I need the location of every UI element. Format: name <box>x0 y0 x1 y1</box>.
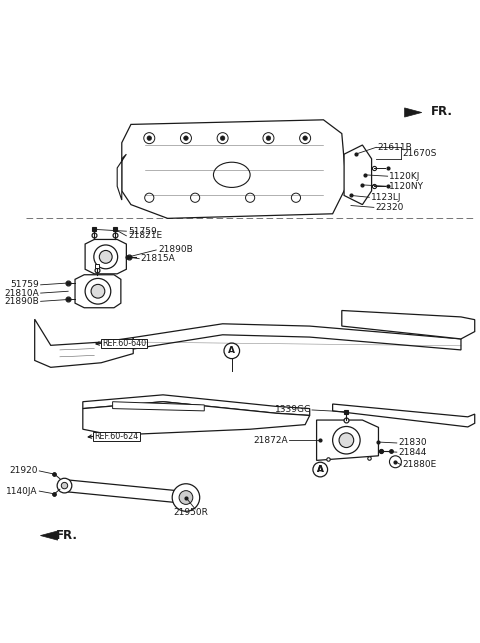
Circle shape <box>246 193 255 203</box>
Polygon shape <box>113 402 204 411</box>
Text: REF.60-640: REF.60-640 <box>102 339 146 348</box>
Polygon shape <box>83 395 310 415</box>
Circle shape <box>94 245 118 269</box>
Circle shape <box>220 136 225 140</box>
Text: A: A <box>317 465 324 474</box>
Text: A: A <box>228 347 235 356</box>
Circle shape <box>144 132 155 143</box>
Polygon shape <box>405 108 422 117</box>
Circle shape <box>263 132 274 143</box>
Polygon shape <box>122 120 347 219</box>
Circle shape <box>313 462 327 477</box>
Text: 1120KJ: 1120KJ <box>389 172 420 181</box>
Polygon shape <box>35 319 133 367</box>
Circle shape <box>266 136 271 140</box>
Circle shape <box>147 136 152 140</box>
Text: 51759: 51759 <box>128 227 157 236</box>
Circle shape <box>224 343 240 359</box>
Text: A: A <box>317 465 324 474</box>
Text: 21872A: 21872A <box>253 436 288 445</box>
Polygon shape <box>83 402 310 435</box>
Circle shape <box>91 284 105 298</box>
Polygon shape <box>344 145 372 204</box>
Text: 21611B: 21611B <box>378 143 412 152</box>
Circle shape <box>179 491 193 504</box>
Circle shape <box>303 136 307 140</box>
Text: 21890B: 21890B <box>4 297 39 306</box>
FancyBboxPatch shape <box>93 432 140 441</box>
Polygon shape <box>133 324 461 350</box>
Polygon shape <box>317 420 378 460</box>
Polygon shape <box>40 531 58 540</box>
Circle shape <box>99 251 112 263</box>
Text: 22320: 22320 <box>375 203 404 212</box>
Circle shape <box>291 193 300 203</box>
Polygon shape <box>64 480 187 503</box>
Circle shape <box>191 193 200 203</box>
Text: FR.: FR. <box>56 529 78 542</box>
Circle shape <box>217 132 228 143</box>
Ellipse shape <box>214 162 250 187</box>
Circle shape <box>333 426 360 454</box>
Text: 21880E: 21880E <box>403 460 437 469</box>
Polygon shape <box>342 311 475 339</box>
Text: 21821E: 21821E <box>128 231 162 240</box>
Text: 21815A: 21815A <box>140 254 175 263</box>
Text: 1123LJ: 1123LJ <box>371 193 401 202</box>
Circle shape <box>339 433 354 448</box>
Text: 1140JA: 1140JA <box>6 487 38 496</box>
Text: 21890B: 21890B <box>158 246 193 255</box>
Polygon shape <box>75 275 121 308</box>
Circle shape <box>300 132 311 143</box>
Polygon shape <box>85 239 126 274</box>
Circle shape <box>57 478 72 493</box>
Text: 21920: 21920 <box>10 466 38 475</box>
Text: FR.: FR. <box>431 105 453 118</box>
Circle shape <box>172 484 200 511</box>
Circle shape <box>389 456 401 467</box>
Circle shape <box>144 193 154 203</box>
Polygon shape <box>117 154 126 200</box>
Circle shape <box>180 132 192 143</box>
Circle shape <box>85 278 111 304</box>
Text: 21830: 21830 <box>398 439 427 448</box>
Text: 51759: 51759 <box>10 280 39 289</box>
Text: REF.60-624: REF.60-624 <box>94 432 138 441</box>
FancyBboxPatch shape <box>101 339 147 348</box>
Text: 1339GC: 1339GC <box>275 406 311 415</box>
Text: 21844: 21844 <box>398 448 427 457</box>
Text: 21950R: 21950R <box>173 508 208 517</box>
Circle shape <box>184 136 188 140</box>
Circle shape <box>61 482 68 489</box>
Polygon shape <box>333 404 475 427</box>
Text: 1120NY: 1120NY <box>389 182 424 191</box>
Text: 21670S: 21670S <box>403 149 437 158</box>
Text: 21810A: 21810A <box>4 289 39 298</box>
